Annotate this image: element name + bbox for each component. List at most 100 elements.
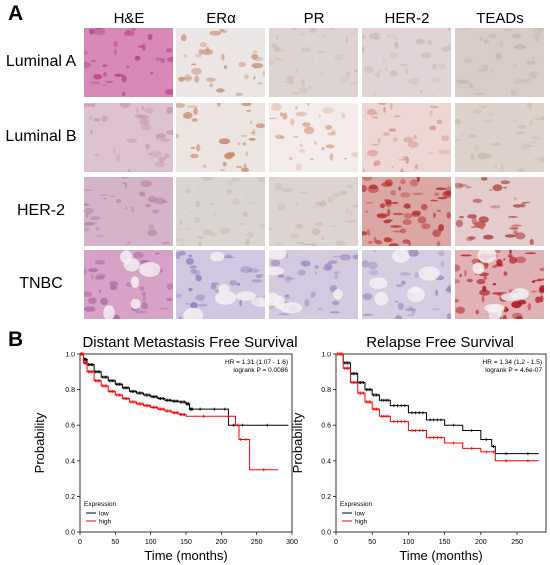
km-plot-rfs: 0 50 100 150 200 250 0.0 0.2 0.4 0.6 0.8 1.0 Time (m… [290,352,547,563]
ihc-image [269,177,358,246]
row-header: Luminal A [5,53,77,70]
column-header: PR [303,10,325,27]
y-axis-label: Probability [32,412,47,473]
censor-mark-high [428,436,432,440]
censor-mark-high [399,420,403,424]
ihc-image [362,28,451,97]
censor-mark-high [244,437,248,441]
y-axis-label: Probability [290,412,305,473]
y-tick-label: 1.0 [65,352,75,359]
censor-mark-high [105,384,109,388]
censor-mark-low [435,418,439,422]
column-header: H&E [113,10,145,27]
censor-mark-high [417,429,421,433]
row-header: Luminal B [5,128,77,145]
censor-mark-low [198,407,202,411]
legend-label-low: low [99,511,109,518]
censor-mark-low [183,400,187,404]
plot-frame [335,353,547,533]
censor-mark-low [417,411,421,415]
censor-mark-low [428,418,432,422]
x-tick-label: 250 [251,539,263,546]
legend-label-low: low [355,511,365,518]
censor-mark-high [84,361,88,365]
censor-mark-high [435,436,439,440]
censor-mark-low [526,452,530,456]
censor-mark-high [354,380,358,384]
censor-mark-low [112,379,116,383]
censor-mark-low [414,411,418,415]
censor-mark-high [202,414,206,418]
column-header: ERα [206,10,236,27]
censor-mark-low [452,423,456,427]
censor-mark-low [91,363,95,367]
censor-mark-high [392,420,396,424]
ihc-image [176,250,265,319]
ihc-image [269,103,358,172]
legend-label-high: high [355,519,368,526]
ihc-image [84,250,173,319]
censor-mark-high [91,370,95,374]
censor-mark-low [470,429,474,433]
censor-mark-high [396,420,400,424]
x-tick-label: 150 [439,539,451,546]
x-tick-label: 0 [78,539,82,546]
censor-mark-high [452,441,456,445]
censor-mark-high [421,429,425,433]
censor-mark-low [190,407,194,411]
censor-mark-high [119,393,123,397]
censor-mark-low [504,452,508,456]
x-tick-label: 0 [334,539,338,546]
censor-mark-high [235,423,239,427]
censor-mark-high [504,459,508,463]
censor-mark-high [410,429,414,433]
censor-mark-high [168,409,172,413]
censor-mark-low [133,389,137,393]
censor-mark-low [105,375,109,379]
censor-mark-high [112,389,116,393]
y-tick-label: 0.4 [321,458,331,465]
legend-title: Expression [340,501,373,508]
y-tick-label: 0.0 [321,530,331,537]
ihc-image [455,177,544,246]
censor-mark-high [492,450,495,454]
censor-mark-low [484,437,488,441]
censor-mark-high [376,407,380,411]
ihc-image [176,177,265,246]
x-tick-label: 200 [215,539,227,546]
panel-b-letter: B [8,328,24,351]
ihc-image [362,103,451,172]
censor-mark-high [126,397,130,400]
x-tick-label: 50 [368,539,376,546]
logrank-text: logrank P = 0.0086 [233,367,288,374]
censor-mark-low [168,398,172,402]
censor-mark-low [362,380,366,384]
censor-mark-high [133,400,137,404]
y-tick-label: 0.0 [65,530,75,537]
censor-mark-low [140,391,144,395]
y-tick-label: 1.0 [321,352,331,359]
column-header: TEADs [476,10,524,27]
censor-mark-high [154,405,158,409]
censor-mark-low [410,411,414,415]
censor-mark-low [119,382,123,386]
x-tick-label: 50 [111,539,119,546]
ihc-image [455,250,544,319]
ihc-image [176,103,265,172]
ihc-image [269,250,358,319]
column-header: HER-2 [384,10,430,27]
censor-mark-low [403,404,407,408]
censor-mark-high [403,420,407,424]
hazard-ratio-text: HR = 1.34 (1.2 - 1.5) [483,359,542,366]
y-tick-label: 0.2 [321,494,331,501]
y-tick-label: 0.6 [65,423,75,430]
censor-mark-high [226,414,230,418]
censor-mark-low [147,393,151,397]
censor-mark-low [347,361,351,365]
x-tick-label: 100 [145,539,157,546]
censor-mark-low [396,404,400,408]
censor-mark-low [98,370,102,374]
legend-label-high: high [99,519,112,526]
y-tick-label: 0.4 [65,458,75,465]
censor-mark-high [340,352,344,356]
